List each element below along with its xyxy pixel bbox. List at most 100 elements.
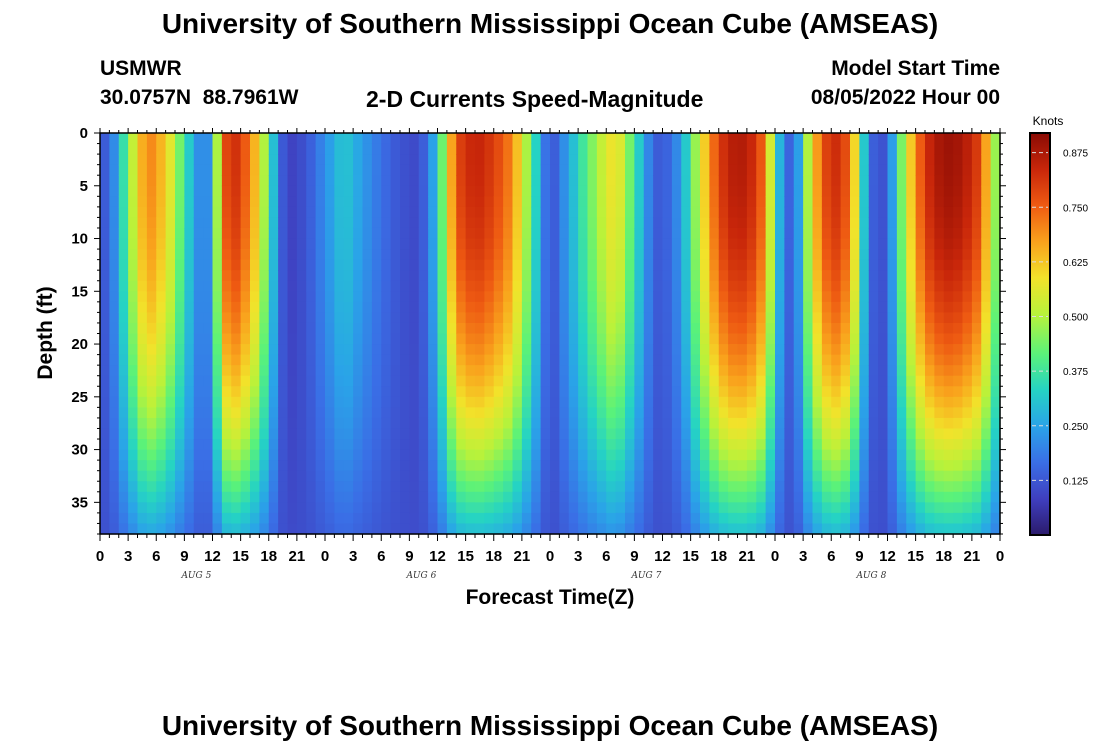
heatmap-cell <box>268 301 279 313</box>
heatmap-cell <box>446 196 457 208</box>
heatmap-cell <box>934 164 945 176</box>
heatmap-cell <box>371 396 382 408</box>
heatmap-cell <box>521 238 532 250</box>
heatmap-cells <box>100 133 1001 535</box>
heatmap-cell <box>428 333 439 345</box>
heatmap-cell <box>221 217 232 229</box>
heatmap-cell <box>240 417 251 430</box>
heatmap-cell <box>746 375 757 387</box>
heatmap-cell <box>100 460 110 472</box>
heatmap-cell <box>596 470 607 482</box>
heatmap-cell <box>446 449 457 461</box>
heatmap-cell <box>325 164 335 176</box>
heatmap-cell <box>250 354 260 366</box>
heatmap-cell <box>400 502 410 514</box>
heatmap-cell <box>400 270 410 282</box>
heatmap-cell <box>587 164 598 176</box>
heatmap-cell <box>428 396 439 408</box>
heatmap-cell <box>671 164 682 176</box>
heatmap-cell <box>709 502 720 514</box>
heatmap-cell <box>287 512 298 525</box>
heatmap-cell <box>812 291 823 303</box>
heatmap-cell <box>306 238 317 250</box>
heatmap-cell <box>878 133 889 145</box>
heatmap-cell <box>934 175 945 187</box>
heatmap-cell <box>625 460 635 472</box>
heatmap-cell <box>353 217 364 229</box>
heatmap-cell <box>221 133 232 145</box>
heatmap-cell <box>596 270 607 282</box>
heatmap-cell <box>484 143 495 155</box>
heatmap-cell <box>540 439 551 451</box>
heatmap-cell <box>315 502 326 514</box>
heatmap-cell <box>596 185 607 197</box>
heatmap-cell <box>953 196 964 208</box>
heatmap-cell <box>400 280 410 292</box>
heatmap-cell <box>981 227 992 240</box>
heatmap-cell <box>418 164 429 176</box>
heatmap-cell <box>915 449 926 461</box>
heatmap-cell <box>446 164 457 176</box>
heatmap-cell <box>484 407 495 419</box>
heatmap-cell <box>390 365 401 377</box>
heatmap-cell <box>128 396 139 408</box>
heatmap-cell <box>915 333 926 345</box>
heatmap-cell <box>775 280 785 292</box>
heatmap-cell <box>156 512 167 525</box>
heatmap-cell <box>184 417 195 430</box>
heatmap-cell <box>100 270 110 282</box>
heatmap-cell <box>906 407 917 419</box>
heatmap-cell <box>850 428 860 440</box>
heatmap-cell <box>812 164 823 176</box>
heatmap-cell <box>906 322 917 335</box>
heatmap-cell <box>325 428 335 440</box>
heatmap-cell <box>287 396 298 408</box>
heatmap-cell <box>559 396 570 408</box>
heatmap-cell <box>437 322 448 335</box>
heatmap-cell <box>559 354 570 366</box>
heatmap-cell <box>100 185 110 197</box>
heatmap-cell <box>409 154 420 166</box>
heatmap-cell <box>531 344 542 356</box>
heatmap-cell <box>287 217 298 229</box>
heatmap-cell <box>868 502 879 514</box>
heatmap-cell <box>278 449 289 461</box>
heatmap-cell <box>343 333 354 345</box>
heatmap-cell <box>681 481 692 493</box>
heatmap-cell <box>250 322 260 335</box>
heatmap-cell <box>390 154 401 166</box>
heatmap-cell <box>803 143 814 155</box>
heatmap-cell <box>315 470 326 482</box>
heatmap-cell <box>409 481 420 493</box>
heatmap-cell <box>165 375 176 387</box>
heatmap-cell <box>709 449 720 461</box>
heatmap-cell <box>625 523 635 535</box>
heatmap-cell <box>596 322 607 335</box>
heatmap-cell <box>456 217 467 229</box>
heatmap-cell <box>418 439 429 451</box>
heatmap-cell <box>193 470 204 482</box>
heatmap-cell <box>212 491 223 503</box>
heatmap-cell <box>971 460 982 472</box>
heatmap-cell <box>156 460 167 472</box>
heatmap-cell <box>578 502 589 514</box>
heatmap-cell <box>184 491 195 503</box>
heatmap-cell <box>456 280 467 292</box>
heatmap-cell <box>493 238 504 250</box>
heatmap-cell <box>934 133 945 145</box>
heatmap-cell <box>465 344 476 356</box>
heatmap-cell <box>953 439 964 451</box>
heatmap-cell <box>381 185 392 197</box>
heatmap-cell <box>446 344 457 356</box>
heatmap-cell <box>671 439 682 451</box>
heatmap-cell <box>221 449 232 461</box>
heatmap-cell <box>456 154 467 166</box>
heatmap-cell <box>718 439 729 451</box>
heatmap-cell <box>878 185 889 197</box>
heatmap-cell <box>943 301 954 313</box>
heatmap-cell <box>990 227 1001 240</box>
heatmap-cell <box>981 407 992 419</box>
heatmap-cell <box>671 227 682 240</box>
heatmap-cell <box>737 386 748 398</box>
heatmap-cell <box>456 249 467 261</box>
